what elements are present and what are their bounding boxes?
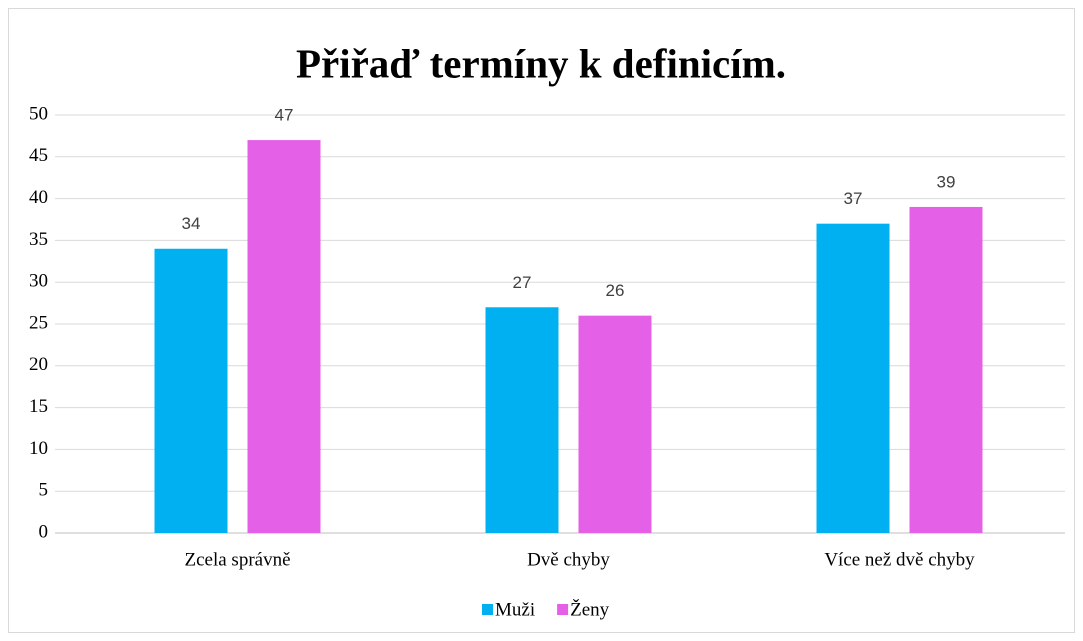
- data-label: 37: [844, 189, 863, 208]
- y-tick-label: 15: [29, 396, 48, 417]
- legend-swatch: [482, 604, 493, 615]
- legend-label: Ženy: [570, 598, 610, 620]
- bar: [909, 206, 983, 533]
- y-tick-label: 0: [39, 521, 49, 542]
- data-label: 27: [513, 273, 532, 292]
- chart-title: Přiřaď termíny k definicím.: [296, 40, 786, 86]
- y-tick-label: 45: [29, 145, 48, 166]
- x-tick-label: Dvě chyby: [527, 549, 610, 570]
- y-tick-label: 5: [39, 480, 49, 501]
- bar: [578, 315, 652, 533]
- y-tick-label: 20: [29, 354, 48, 375]
- data-label: 26: [606, 281, 625, 300]
- bar: [247, 140, 321, 533]
- y-tick-label: 25: [29, 312, 48, 333]
- legend-swatch: [557, 604, 569, 615]
- y-tick-label: 40: [29, 187, 48, 208]
- legend-label: Muži: [495, 599, 535, 620]
- bar: [485, 307, 559, 533]
- y-tick-label: 50: [29, 103, 48, 124]
- y-tick-label: 30: [29, 271, 48, 292]
- y-tick-label: 35: [29, 229, 48, 250]
- y-tick-label: 10: [29, 438, 48, 459]
- x-tick-label: Zcela správně: [184, 549, 290, 570]
- data-label: 34: [182, 214, 201, 233]
- bar: [154, 248, 228, 533]
- bar: [816, 223, 890, 533]
- data-label: 39: [937, 172, 956, 191]
- x-tick-label: Více než dvě chyby: [824, 549, 975, 570]
- data-label: 47: [275, 106, 294, 125]
